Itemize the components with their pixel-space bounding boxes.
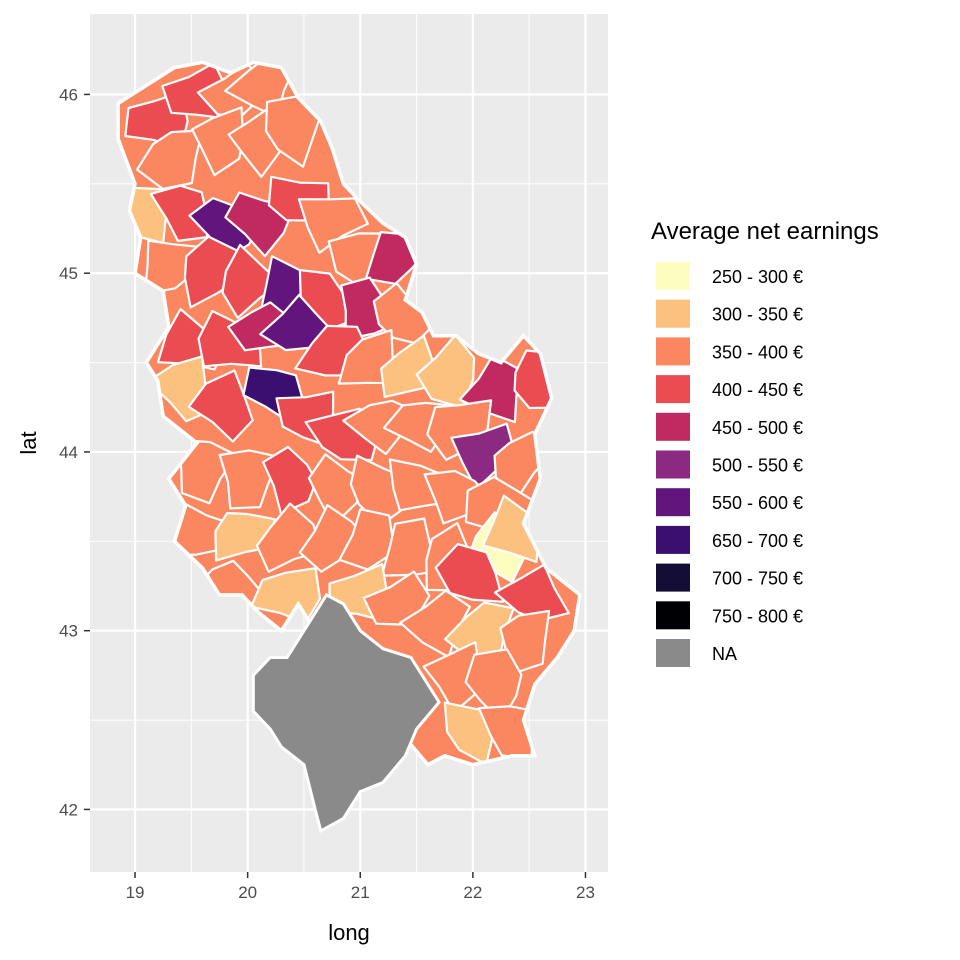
legend-swatch xyxy=(656,450,690,479)
legend-label: 550 - 600 € xyxy=(712,493,803,513)
legend: Average net earnings 250 - 300 € 300 - 35… xyxy=(651,218,879,667)
municipality-regions xyxy=(118,62,570,765)
y-axis-title: lat xyxy=(16,431,41,454)
legend-label: 400 - 450 € xyxy=(712,380,803,400)
x-tick-label: 22 xyxy=(463,883,482,902)
legend-label: 250 - 300 € xyxy=(712,267,803,287)
x-axis-title: long xyxy=(328,920,370,945)
x-tick-label: 19 xyxy=(126,883,145,902)
region xyxy=(187,369,254,443)
legend-swatch xyxy=(656,375,690,404)
region xyxy=(149,184,209,242)
x-axis: 19 20 21 22 23 xyxy=(126,872,595,902)
region xyxy=(426,399,493,461)
y-tick-label: 45 xyxy=(59,264,78,283)
legend-swatch xyxy=(656,563,690,592)
legend-items: 250 - 300 € 300 - 350 € 350 - 400 € 400 - 4… xyxy=(656,262,803,667)
region xyxy=(221,243,283,319)
legend-label: 300 - 350 € xyxy=(712,305,803,325)
legend-swatch xyxy=(656,601,690,630)
legend-swatch xyxy=(656,488,690,517)
region xyxy=(262,445,318,515)
legend-label: 450 - 500 € xyxy=(712,418,803,438)
legend-label: 700 - 750 € xyxy=(712,569,803,589)
y-tick-label: 46 xyxy=(59,85,78,104)
y-tick-label: 42 xyxy=(59,800,78,819)
legend-label: 650 - 700 € xyxy=(712,531,803,551)
legend-label: 750 - 800 € xyxy=(712,606,803,626)
legend-label: 350 - 400 € xyxy=(712,342,803,362)
kosovo-region-na xyxy=(251,592,441,834)
region xyxy=(297,197,369,254)
region xyxy=(434,542,505,603)
serbia-border xyxy=(116,60,582,767)
x-tick-label: 23 xyxy=(576,883,595,902)
legend-label: NA xyxy=(712,644,737,664)
legend-swatch xyxy=(656,299,690,328)
serbia-map xyxy=(116,60,582,834)
legend-swatch xyxy=(656,412,690,441)
legend-title: Average net earnings xyxy=(651,218,879,245)
y-axis: 42 43 44 45 46 xyxy=(59,85,90,819)
x-tick-label: 20 xyxy=(238,883,257,902)
y-tick-label: 44 xyxy=(59,443,78,462)
legend-swatch xyxy=(656,525,690,554)
legend-swatch xyxy=(656,639,690,667)
legend-label: 500 - 550 € xyxy=(712,456,803,476)
x-tick-label: 21 xyxy=(351,883,370,902)
legend-swatch xyxy=(656,262,690,290)
legend-swatch xyxy=(656,337,690,366)
region xyxy=(422,640,481,714)
y-tick-label: 43 xyxy=(59,622,78,641)
